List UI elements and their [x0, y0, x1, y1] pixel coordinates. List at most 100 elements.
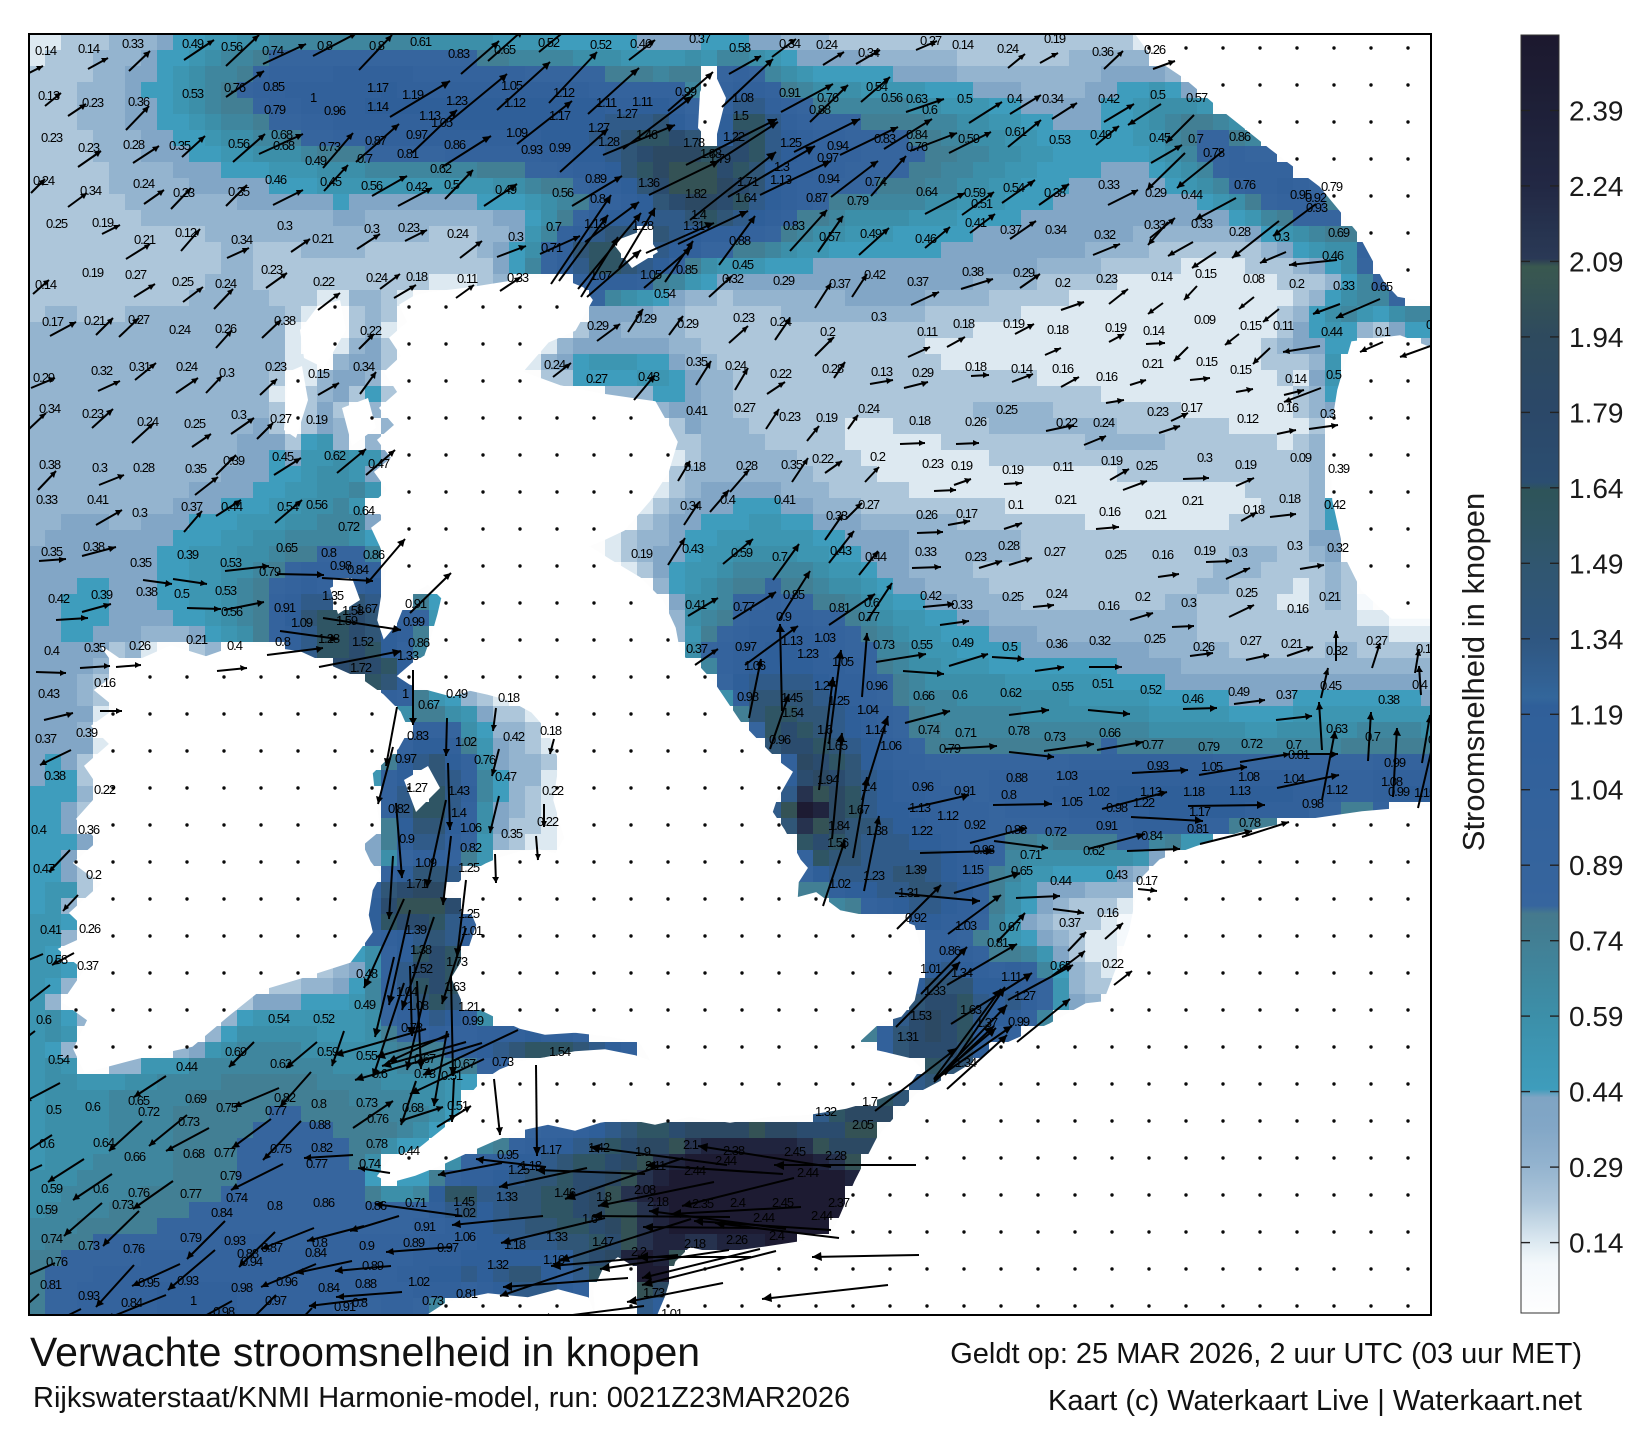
- svg-text:0.09: 0.09: [1194, 312, 1216, 327]
- svg-text:1.31: 1.31: [898, 885, 920, 900]
- svg-text:0.21: 0.21: [1319, 589, 1341, 604]
- svg-text:0.89: 0.89: [585, 171, 607, 186]
- svg-text:0.4: 0.4: [1007, 91, 1023, 106]
- svg-text:0.23: 0.23: [1147, 404, 1169, 419]
- svg-text:1.05: 1.05: [640, 267, 662, 282]
- svg-text:0.84: 0.84: [211, 1205, 233, 1220]
- svg-text:0.46: 0.46: [1322, 248, 1344, 263]
- svg-text:0.99: 0.99: [549, 140, 571, 155]
- svg-text:0.85: 0.85: [783, 587, 805, 602]
- svg-text:1.05: 1.05: [501, 78, 523, 93]
- svg-text:0.7: 0.7: [1286, 737, 1302, 752]
- svg-text:0.54: 0.54: [268, 1011, 290, 1026]
- svg-text:1.09: 1.09: [415, 855, 437, 870]
- svg-text:1.25: 1.25: [508, 1162, 530, 1177]
- svg-text:0.49: 0.49: [860, 226, 882, 241]
- svg-text:1.23: 1.23: [797, 646, 819, 661]
- svg-text:0.6: 0.6: [93, 1181, 109, 1196]
- svg-text:0.86: 0.86: [408, 635, 430, 650]
- svg-text:1.03: 1.03: [1056, 768, 1078, 783]
- svg-text:0.98: 0.98: [737, 689, 759, 704]
- svg-text:0.5: 0.5: [957, 91, 973, 106]
- svg-text:0.83: 0.83: [1005, 822, 1027, 837]
- svg-text:0.4: 0.4: [1412, 677, 1428, 692]
- svg-text:0.19: 0.19: [1194, 543, 1216, 558]
- svg-text:0.72: 0.72: [1241, 736, 1263, 751]
- svg-text:0.6: 0.6: [36, 1012, 52, 1027]
- svg-text:0.86: 0.86: [939, 943, 961, 958]
- svg-text:0.9: 0.9: [359, 1238, 375, 1253]
- svg-text:2.44: 2.44: [715, 1153, 737, 1168]
- svg-text:0.37: 0.37: [1059, 915, 1081, 930]
- svg-text:0.73: 0.73: [492, 1054, 514, 1069]
- svg-text:0.72: 0.72: [138, 1104, 160, 1119]
- svg-text:0.3: 0.3: [219, 365, 235, 380]
- svg-text:1.7: 1.7: [862, 1094, 878, 1109]
- svg-text:0.39: 0.39: [223, 453, 245, 468]
- svg-text:1.31: 1.31: [897, 1029, 919, 1044]
- svg-text:0.16: 0.16: [94, 675, 116, 690]
- svg-text:0.88: 0.88: [1006, 770, 1028, 785]
- svg-text:1.23: 1.23: [863, 868, 885, 883]
- svg-text:1.73: 1.73: [446, 954, 468, 969]
- svg-text:0.56: 0.56: [221, 39, 243, 54]
- svg-text:0.14: 0.14: [35, 277, 57, 292]
- svg-text:0.18: 0.18: [684, 459, 706, 474]
- svg-text:0.46: 0.46: [915, 231, 937, 246]
- svg-text:0.73: 0.73: [356, 1095, 378, 1110]
- svg-text:0.24: 0.24: [1046, 586, 1068, 601]
- svg-text:0.71: 0.71: [1020, 847, 1042, 862]
- svg-text:0.77: 0.77: [306, 1156, 328, 1171]
- svg-text:0.16: 0.16: [1052, 361, 1074, 376]
- svg-text:0.32: 0.32: [722, 271, 744, 286]
- svg-text:0.5: 0.5: [444, 177, 460, 192]
- svg-text:0.47: 0.47: [33, 861, 55, 876]
- svg-text:1.94: 1.94: [817, 772, 839, 787]
- svg-text:0.83: 0.83: [407, 728, 429, 743]
- svg-text:1.58: 1.58: [342, 603, 364, 618]
- svg-text:0.62: 0.62: [1083, 843, 1105, 858]
- svg-text:0.24: 0.24: [544, 357, 566, 372]
- svg-text:0.34: 0.34: [858, 45, 880, 60]
- svg-text:0.97: 0.97: [817, 150, 839, 165]
- svg-text:0.3: 0.3: [1274, 229, 1290, 244]
- svg-text:0.25: 0.25: [1236, 585, 1258, 600]
- svg-text:1.28: 1.28: [598, 134, 620, 149]
- svg-text:0.93: 0.93: [78, 1288, 100, 1303]
- svg-text:0.16: 0.16: [1152, 547, 1174, 562]
- svg-text:0.26: 0.26: [916, 507, 938, 522]
- svg-text:0.42: 0.42: [1098, 91, 1120, 106]
- svg-text:1.09: 1.09: [506, 125, 528, 140]
- svg-text:1.36: 1.36: [638, 175, 660, 190]
- svg-text:2.2: 2.2: [631, 1244, 647, 1259]
- svg-text:0.19: 0.19: [82, 265, 104, 280]
- svg-text:1.05: 1.05: [431, 115, 453, 130]
- svg-text:0.81: 0.81: [1288, 747, 1310, 762]
- svg-text:2.1: 2.1: [683, 1137, 699, 1152]
- svg-text:0.91: 0.91: [779, 85, 801, 100]
- svg-text:0.96: 0.96: [866, 678, 888, 693]
- svg-text:0.73: 0.73: [319, 139, 341, 154]
- svg-text:0.91: 0.91: [1096, 818, 1118, 833]
- svg-text:0.19: 0.19: [1002, 462, 1024, 477]
- svg-text:0.33: 0.33: [951, 597, 973, 612]
- svg-text:0.21: 0.21: [312, 231, 334, 246]
- svg-text:0.74: 0.74: [865, 174, 887, 189]
- svg-text:0.41: 0.41: [686, 403, 708, 418]
- svg-text:0.55: 0.55: [1052, 679, 1074, 694]
- svg-text:0.28: 0.28: [736, 458, 758, 473]
- svg-text:0.26: 0.26: [1144, 42, 1166, 57]
- svg-text:0.68: 0.68: [402, 1100, 424, 1115]
- svg-text:0.49: 0.49: [446, 686, 468, 701]
- svg-text:0.71: 0.71: [541, 240, 563, 255]
- svg-text:0.93: 0.93: [1306, 200, 1328, 215]
- svg-text:1.25: 1.25: [828, 693, 850, 708]
- svg-text:1.3: 1.3: [774, 159, 790, 174]
- svg-text:0.27: 0.27: [586, 371, 608, 386]
- svg-text:1.6: 1.6: [817, 722, 833, 737]
- svg-text:0.18: 0.18: [406, 269, 428, 284]
- svg-text:0.27: 0.27: [270, 411, 292, 426]
- svg-text:1.79: 1.79: [709, 151, 731, 166]
- svg-text:0.23: 0.23: [41, 130, 63, 145]
- svg-text:1.14: 1.14: [367, 99, 389, 114]
